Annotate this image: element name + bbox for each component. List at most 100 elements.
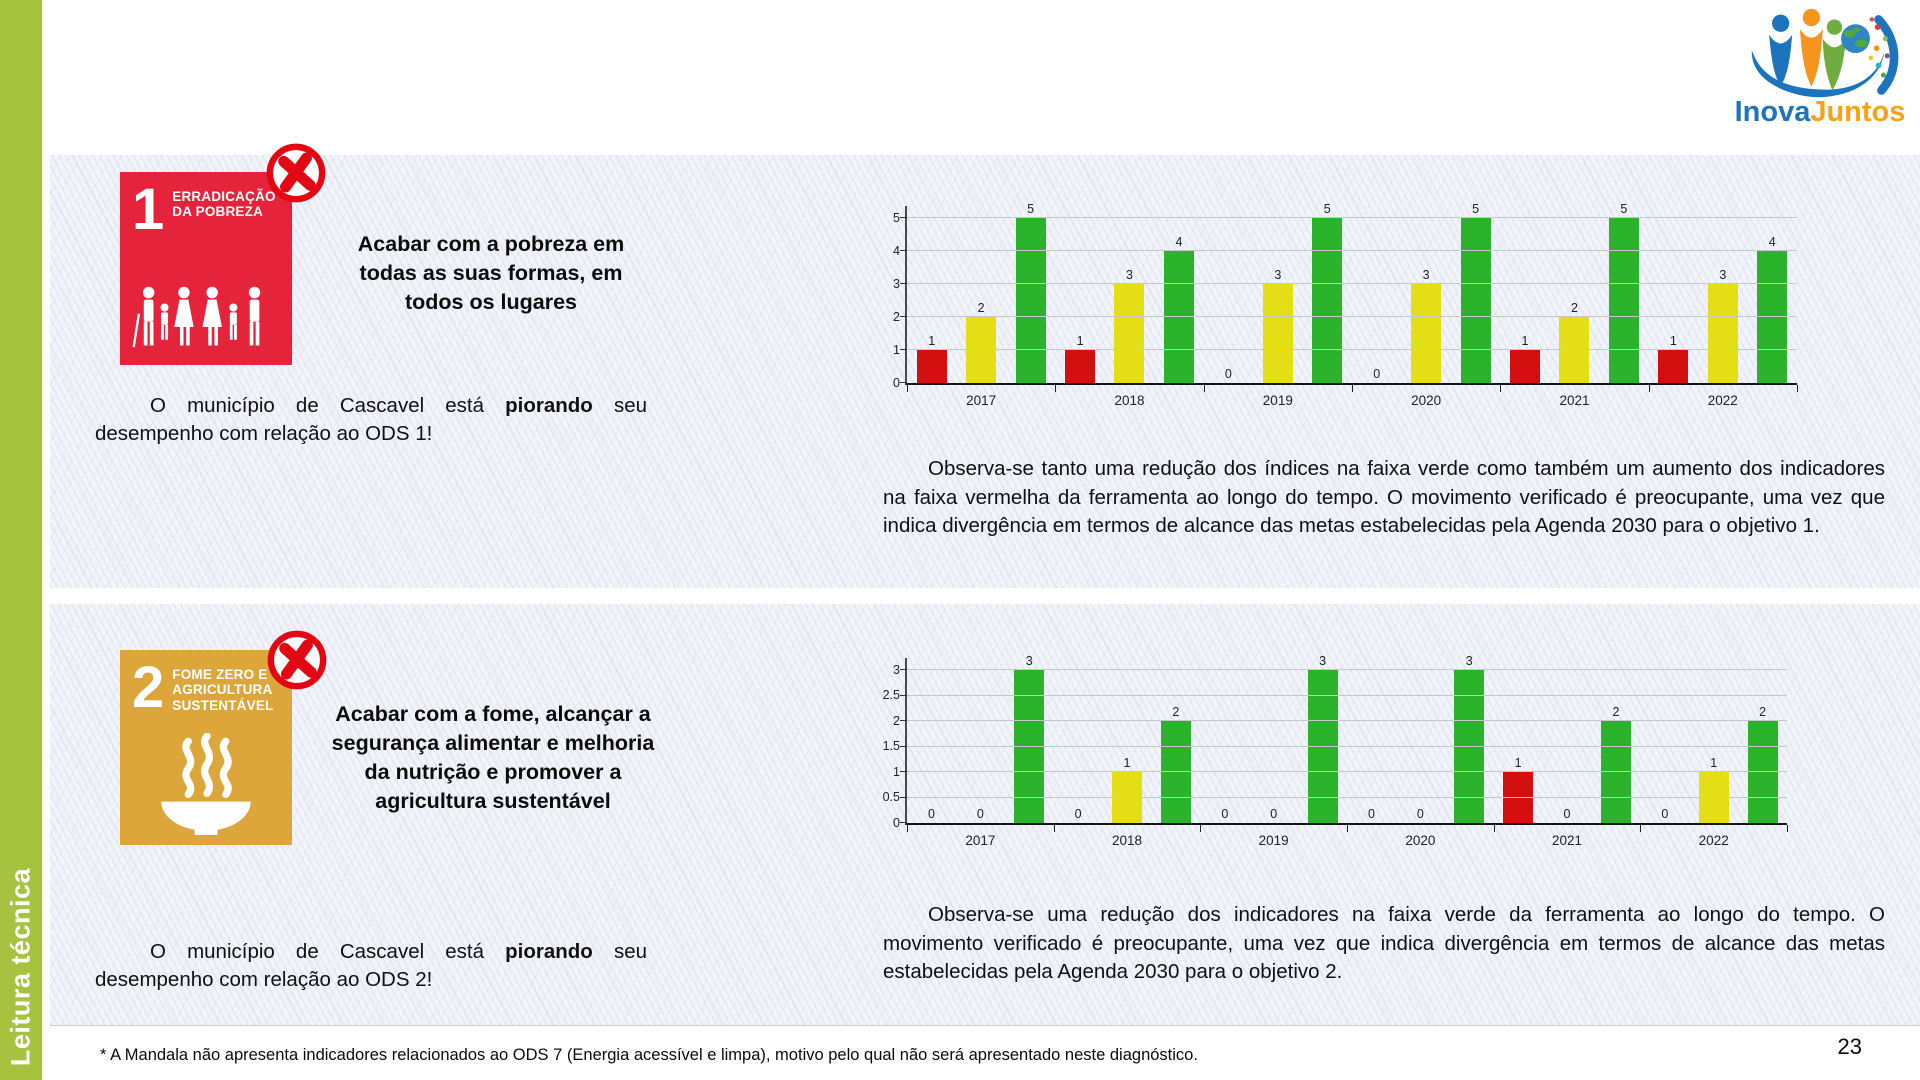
bar-value-label: 2	[1570, 300, 1578, 315]
ods1-statement-prefix: O município de Cascavel está	[150, 394, 506, 417]
bar-slot: 0	[1640, 807, 1689, 824]
ods1-goal-text: Acabar com a pobreza em todas as suas fo…	[357, 232, 625, 315]
gridline	[907, 349, 1797, 350]
bar-slot: 4	[1748, 234, 1797, 383]
bar-slot: 1	[1494, 756, 1543, 823]
y-tick-label: 2	[893, 713, 900, 728]
bar-group-2019: 0 0 3	[1200, 630, 1347, 823]
bar-value-label: 5	[1620, 201, 1628, 216]
bar-value-label: 1	[1521, 333, 1529, 348]
bar-value-label: 1	[1710, 755, 1718, 770]
x-tick-label: 2017	[965, 833, 996, 848]
bar-slot: 2	[1591, 704, 1640, 823]
bar-value-label: 0	[1224, 366, 1232, 381]
y-tickmark	[900, 349, 907, 350]
ods1-analysis: Observa-se tanto uma redução dos índices…	[883, 457, 1885, 538]
bar-value-label: 4	[1768, 234, 1776, 249]
bar-group-2021: 1 0 2	[1494, 630, 1641, 823]
bar-value-label: 5	[1323, 201, 1331, 216]
bar-faixa-amarela	[1698, 772, 1729, 823]
bar-value-label: 5	[1472, 201, 1480, 216]
bar-value-label: 0	[927, 806, 935, 821]
bar-faixa-vermelha	[1065, 350, 1096, 383]
bar-slot: 3	[1298, 653, 1347, 823]
gridline	[907, 745, 1787, 747]
chart-xlabels: 2017 2018 2019 2020 2021 2022	[907, 833, 1787, 848]
chart-groups: 1 2 5 1 3 4 0 3 5 0 3 5 1 2 5 1 3 4	[907, 178, 1797, 383]
x-tickmark	[1640, 825, 1642, 832]
bar-group-2022: 0 1 2	[1640, 630, 1787, 823]
y-tick-label: 0.5	[882, 790, 900, 804]
bar-value-label: 3	[1025, 653, 1033, 668]
bar-value-label: 0	[1416, 806, 1424, 821]
ods2-statement: O município de Cascavel está piorando se…	[95, 938, 647, 993]
bar-value-label: 2	[1612, 704, 1620, 719]
ods1-statement: O município de Cascavel está piorando se…	[95, 392, 647, 447]
bar-faixa-amarela	[1262, 284, 1293, 383]
bar-group-2019: 0 3 5	[1204, 178, 1352, 383]
bar-slot: 0	[1347, 806, 1396, 824]
ods2-statement-suffix: seu desempenho com relação ao ODS 2!	[95, 940, 647, 991]
bar-value-label: 1	[1669, 333, 1677, 348]
gridline	[907, 720, 1787, 721]
bar-slot: 1	[1689, 755, 1738, 823]
y-tick-label: 3	[893, 662, 900, 677]
bar-value-label: 0	[976, 806, 984, 821]
bar-value-label: 3	[1319, 653, 1327, 668]
bar-faixa-amarela	[1114, 284, 1145, 383]
bar-value-label: 5	[1027, 201, 1035, 216]
x-tickmark	[1352, 385, 1353, 392]
gridline	[907, 694, 1787, 696]
bar-faixa-verde	[1757, 251, 1788, 383]
bar-slot: 0	[1396, 806, 1445, 824]
x-tickmark	[1203, 385, 1205, 392]
ods1-tile-header: 1 ERRADICAÇÃO DA POBREZA	[132, 180, 280, 238]
page-number: 23	[1837, 1034, 1862, 1059]
bar-slot: 3	[1105, 268, 1154, 383]
bar-slot: 1	[907, 333, 956, 383]
x-tickmark	[1200, 825, 1202, 832]
bar-group-2017: 0 0 3	[907, 630, 1054, 823]
bar-faixa-verde	[1600, 721, 1631, 823]
bar-slot: 0	[1543, 807, 1592, 824]
x-tickmark	[1347, 825, 1348, 832]
bar-value-label: 1	[928, 333, 936, 348]
chart-groups: 0 0 3 0 1 2 0 0 3 0 0 3 1 0 2 0 1 2	[907, 630, 1787, 823]
gridline	[907, 217, 1797, 218]
ods2-tile-header: 2 FOME ZERO E AGRICULTURA SUSTENTÁVEL	[132, 658, 280, 716]
section-ods1: 1 ERRADICAÇÃO DA POBREZA Acabar com a po	[50, 143, 1920, 588]
bar-faixa-verde	[1460, 218, 1491, 383]
bar-faixa-vermelha	[1658, 350, 1689, 383]
bar-slot: 3	[1401, 268, 1450, 383]
gridline	[907, 669, 1787, 670]
bar-faixa-vermelha	[1503, 772, 1534, 823]
y-tickmark	[900, 796, 907, 798]
bar-slot: 2	[1738, 705, 1787, 823]
bar-value-label: 0	[1221, 806, 1229, 821]
y-tick-label: 2.5	[882, 688, 900, 702]
bar-slot: 5	[1599, 201, 1648, 383]
footnote: * A Mandala não apresenta indicadores re…	[100, 1046, 1198, 1064]
sidebar: Leitura técnica	[0, 0, 42, 1080]
gridline	[907, 771, 1787, 772]
bar-group-2017: 1 2 5	[907, 178, 1055, 383]
y-tickmark	[900, 316, 907, 317]
bar-group-2020: 0 3 5	[1352, 178, 1500, 383]
x-tick-label: 2020	[1405, 833, 1436, 848]
bar-slot: 3	[1253, 268, 1302, 383]
bar-slot: 3	[1005, 653, 1054, 823]
bar-faixa-verde	[1307, 670, 1338, 823]
bar-value-label: 0	[1367, 806, 1375, 821]
bar-faixa-verde	[1014, 670, 1045, 823]
bar-group-2022: 1 3 4	[1649, 178, 1797, 383]
bar-slot: 3	[1445, 654, 1494, 823]
bar-slot: 0	[956, 806, 1005, 824]
bar-slot: 1	[1649, 333, 1698, 383]
y-tickmark	[900, 720, 907, 721]
x-tickmark	[1493, 825, 1495, 832]
bar-value-label: 3	[1719, 267, 1727, 282]
gridline	[907, 796, 1787, 798]
